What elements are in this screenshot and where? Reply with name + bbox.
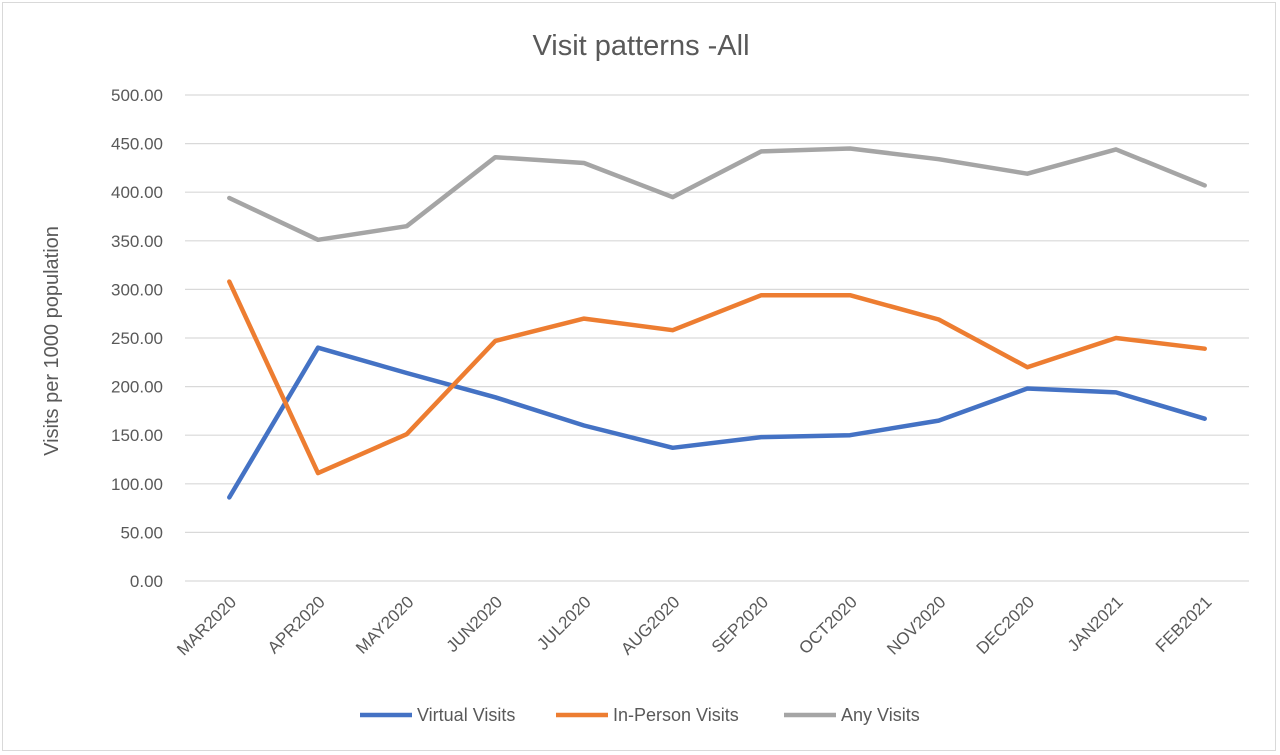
x-tick-label: JAN2021 <box>1064 592 1127 655</box>
y-tick-label: 100.00 <box>111 475 163 494</box>
x-tick-label: FEB2021 <box>1152 592 1216 656</box>
x-tick-label: MAY2020 <box>352 592 417 657</box>
legend-label: Virtual Visits <box>417 705 515 725</box>
y-tick-label: 0.00 <box>130 572 163 591</box>
legend: Virtual Visits In-Person Visits Any Visits <box>360 705 920 725</box>
series-line-2 <box>227 146 1207 243</box>
chart-title: Visit patterns -All <box>532 30 749 62</box>
gridlines <box>185 94 1249 582</box>
x-tick-label: NOV2020 <box>883 592 949 658</box>
x-tick-label: OCT2020 <box>795 592 861 658</box>
y-tick-label: 350.00 <box>111 232 163 251</box>
x-tick-label: AUG2020 <box>617 592 683 658</box>
y-tick-label: 450.00 <box>111 135 163 154</box>
y-tick-label: 250.00 <box>111 329 163 348</box>
line-chart: Visit patterns -All Visits per 1000 popu… <box>41 30 1249 725</box>
series-lines <box>227 146 1207 500</box>
y-tick-label: 400.00 <box>111 183 163 202</box>
y-tick-label: 300.00 <box>111 280 163 299</box>
x-tick-label: MAR2020 <box>173 592 240 659</box>
y-tick-label: 50.00 <box>120 523 163 542</box>
y-tick-label: 200.00 <box>111 378 163 397</box>
x-tick-label: SEP2020 <box>708 592 772 656</box>
x-tick-label: APR2020 <box>264 592 329 657</box>
legend-label: Any Visits <box>841 705 920 725</box>
x-axis-ticks: MAR2020 APR2020 MAY2020 JUN2020 JUL2020 AUG20… <box>173 592 1215 659</box>
x-tick-label: JUL2020 <box>533 592 595 654</box>
x-tick-label: DEC2020 <box>973 592 1039 658</box>
series-line-0 <box>227 345 1207 500</box>
y-axis-title: Visits per 1000 population <box>41 226 63 456</box>
x-tick-label: JUN2020 <box>443 592 507 656</box>
legend-label: In-Person Visits <box>613 705 739 725</box>
y-tick-label: 500.00 <box>111 86 163 105</box>
series-line-1 <box>227 279 1207 476</box>
y-tick-label: 150.00 <box>111 426 163 445</box>
y-axis-ticks: 0.00 50.00 100.00 150.00 200.00 250.00 300.00 3… <box>111 86 163 591</box>
